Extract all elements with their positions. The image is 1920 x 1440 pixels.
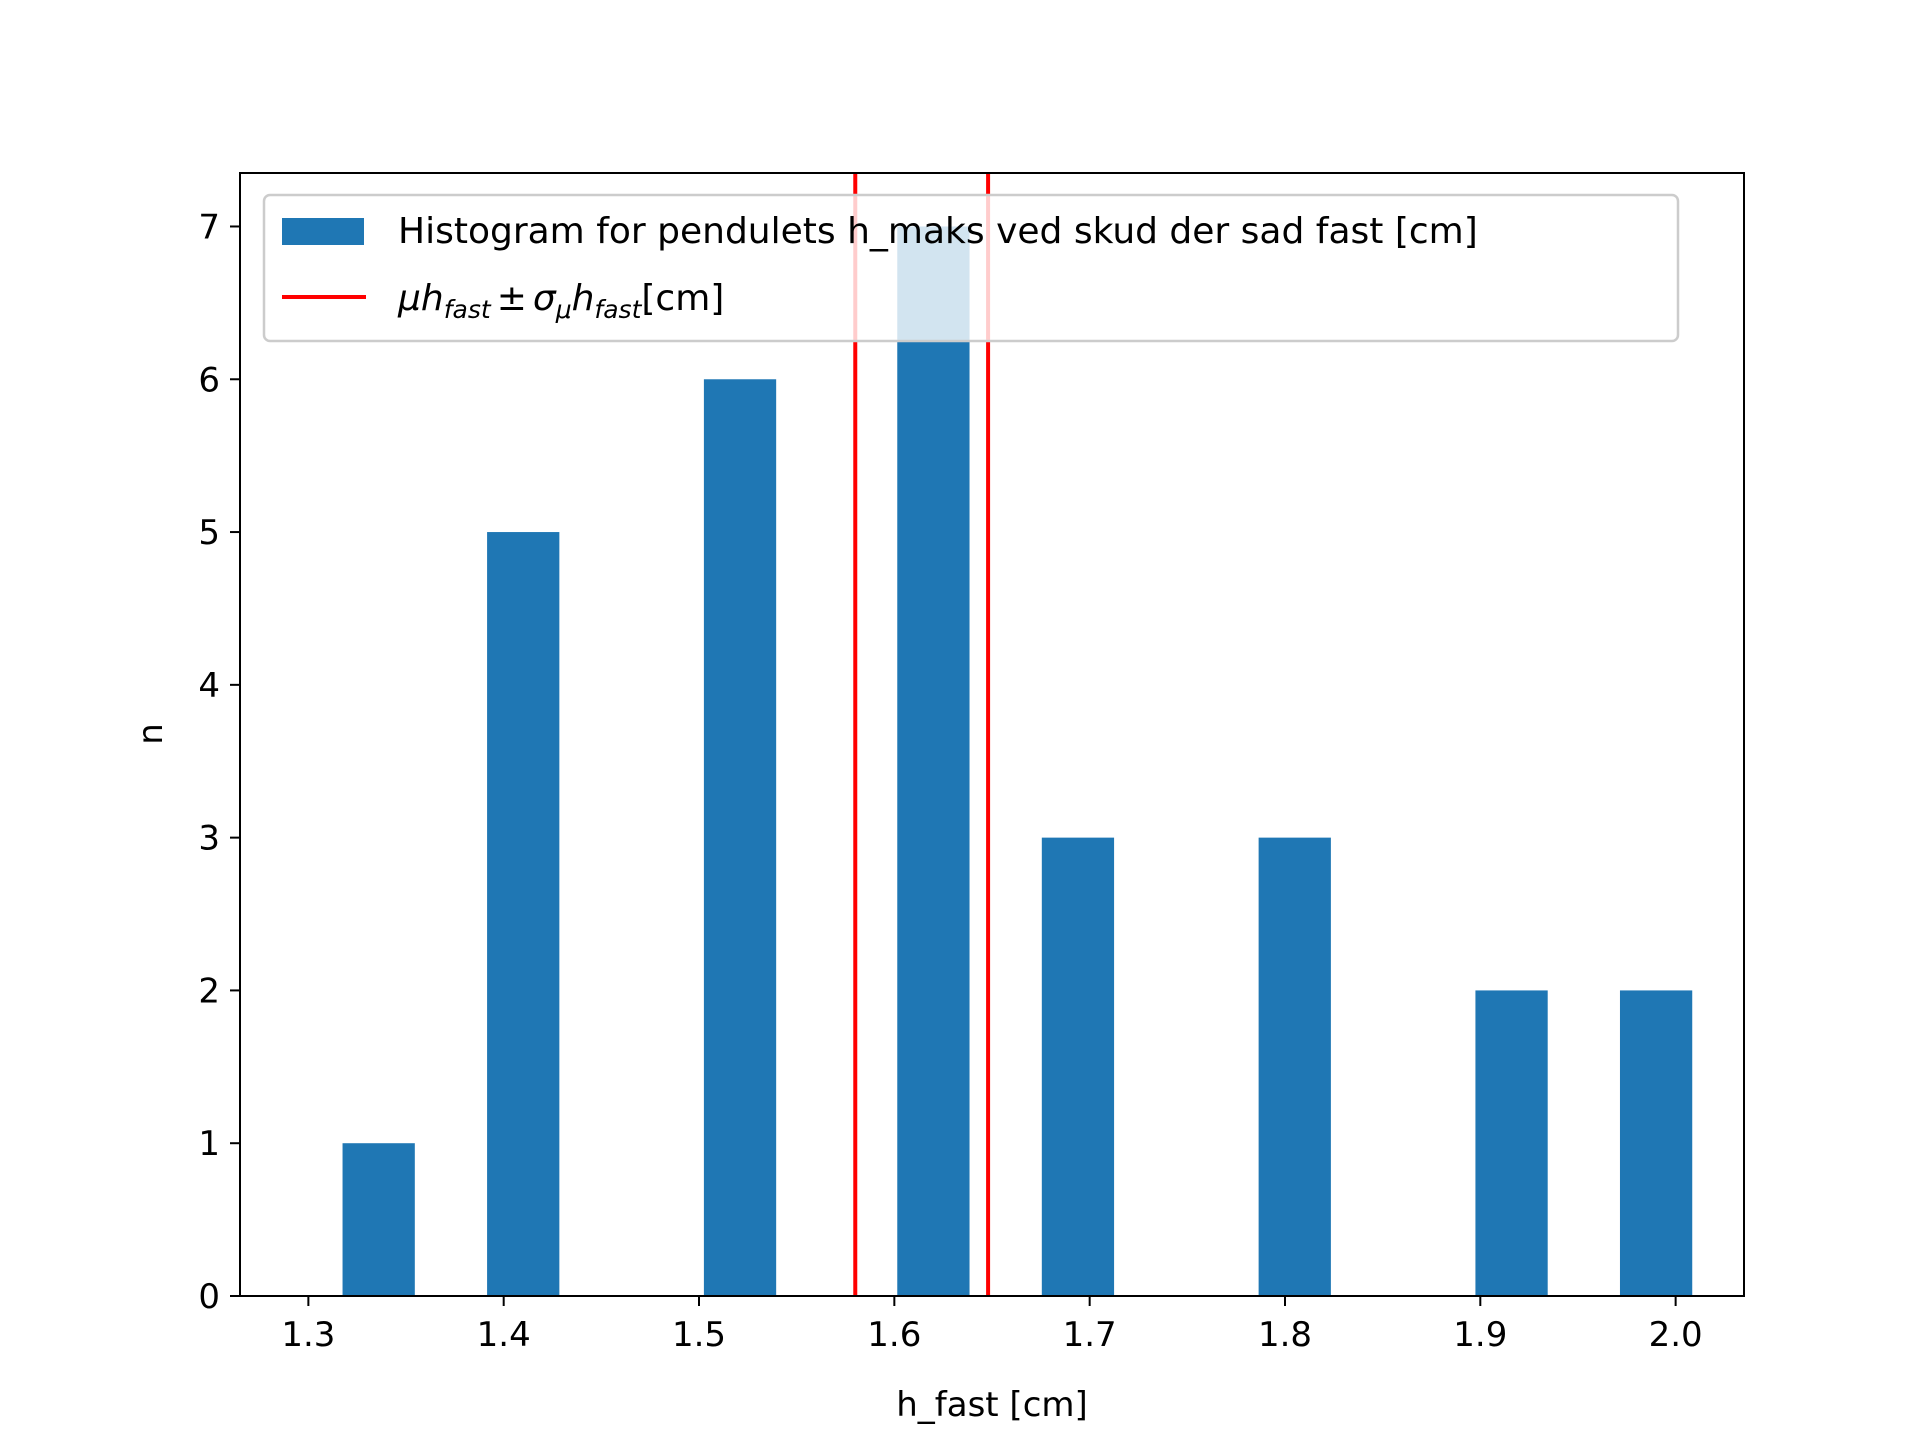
x-tick-label: 1.9 [1453,1315,1507,1355]
legend-line-label: μhfast ± σμhfast[cm] [397,278,724,324]
histogram-bar [342,1143,415,1296]
legend-h-subscript: fast [444,295,492,324]
histogram-bar [703,379,777,1296]
y-tick-label: 2 [198,971,220,1011]
legend-mu: μ [397,278,421,319]
y-tick-label: 1 [198,1124,220,1164]
bars-group [342,226,1693,1296]
histogram-bar [897,226,970,1296]
x-tick-label: 1.4 [477,1315,531,1355]
x-tick-label: 1.3 [281,1315,335,1355]
histogram-bar [1258,837,1331,1296]
legend-box [262,193,1680,343]
histogram-bar [487,532,560,1296]
vlines-group [853,173,991,1296]
histogram-bar [1619,990,1693,1296]
legend-plus-minus: ± [497,278,527,319]
y-axis-label: n [131,723,171,745]
y-tick-label: 6 [198,360,220,400]
legend: Histogram for pendulets h_maks ved skud … [262,193,1680,343]
histogram-bar [1475,990,1548,1296]
legend-bar-label: Histogram for pendulets h_maks ved skud … [398,211,1478,252]
legend-h-2: h [572,278,595,319]
legend-sigma-subscript: μ [555,295,572,324]
legend-bar-swatch [282,218,364,245]
y-tick-label: 7 [198,207,220,247]
x-tick-label: 1.6 [867,1315,921,1355]
x-tick-label: 2.0 [1649,1315,1703,1355]
axes-frame [239,172,1745,1297]
x-tick-label: 1.8 [1258,1315,1312,1355]
legend-h: h [421,278,444,319]
y-tick-label: 3 [198,819,220,859]
legend-h-subscript-2: fast [594,295,642,324]
histogram-bar [1041,837,1115,1296]
y-tick-label: 0 [198,1277,220,1317]
x-axis-label: h_fast [cm] [896,1385,1088,1425]
x-tick-label: 1.7 [1063,1315,1117,1355]
y-tick-label: 5 [198,513,220,553]
legend-sigma: σ [533,278,557,319]
y-ticks-group: 0 1 2 3 4 5 6 7 [198,207,240,1317]
x-tick-label: 1.5 [672,1315,726,1355]
legend-unit: [cm] [641,278,724,319]
y-tick-label: 4 [198,666,220,706]
x-ticks-group: 1.3 1.4 1.5 1.6 1.7 1.8 1.9 2.0 [281,1296,1703,1355]
